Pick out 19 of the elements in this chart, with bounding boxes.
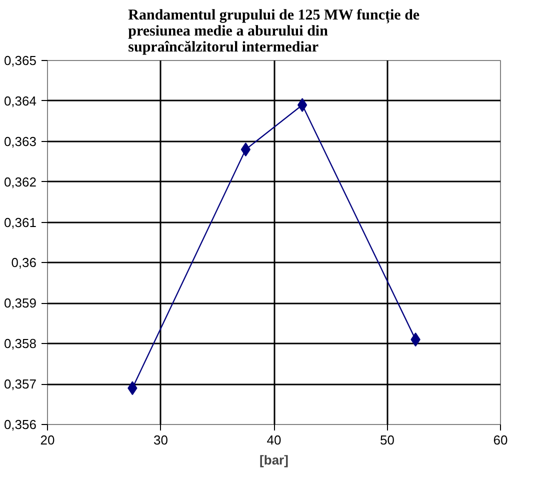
x-axis-title: [bar] bbox=[260, 452, 288, 468]
x-tick-label: 40 bbox=[266, 432, 282, 448]
point bbox=[240, 142, 251, 156]
y-tick-label: 0,359 bbox=[4, 296, 37, 311]
point bbox=[297, 98, 308, 112]
y-tick-label: 0,365 bbox=[4, 53, 37, 68]
x-tick-label: 20 bbox=[40, 432, 55, 448]
x-tick-label: 30 bbox=[154, 432, 168, 448]
y-tick-label: 0,357 bbox=[4, 376, 37, 392]
chart-title: Randamentul grupului de 125 MW funcție de presiunea medie a aburului din supraîncălzitorul intermediar bbox=[128, 8, 420, 56]
y-tick-label: 0,363 bbox=[4, 134, 37, 149]
y-tick-label: 0,36 bbox=[11, 255, 37, 270]
x-tick-label: 60 bbox=[493, 432, 508, 448]
y-tick-label: 0,361 bbox=[4, 214, 37, 230]
y-tick-label: 0,358 bbox=[4, 336, 37, 352]
y-tick-label: 0,364 bbox=[4, 93, 37, 108]
y-tick-label: 0,356 bbox=[4, 417, 37, 432]
y-tick-label: 0,362 bbox=[4, 174, 37, 190]
x-tick-label: 50 bbox=[380, 432, 394, 448]
